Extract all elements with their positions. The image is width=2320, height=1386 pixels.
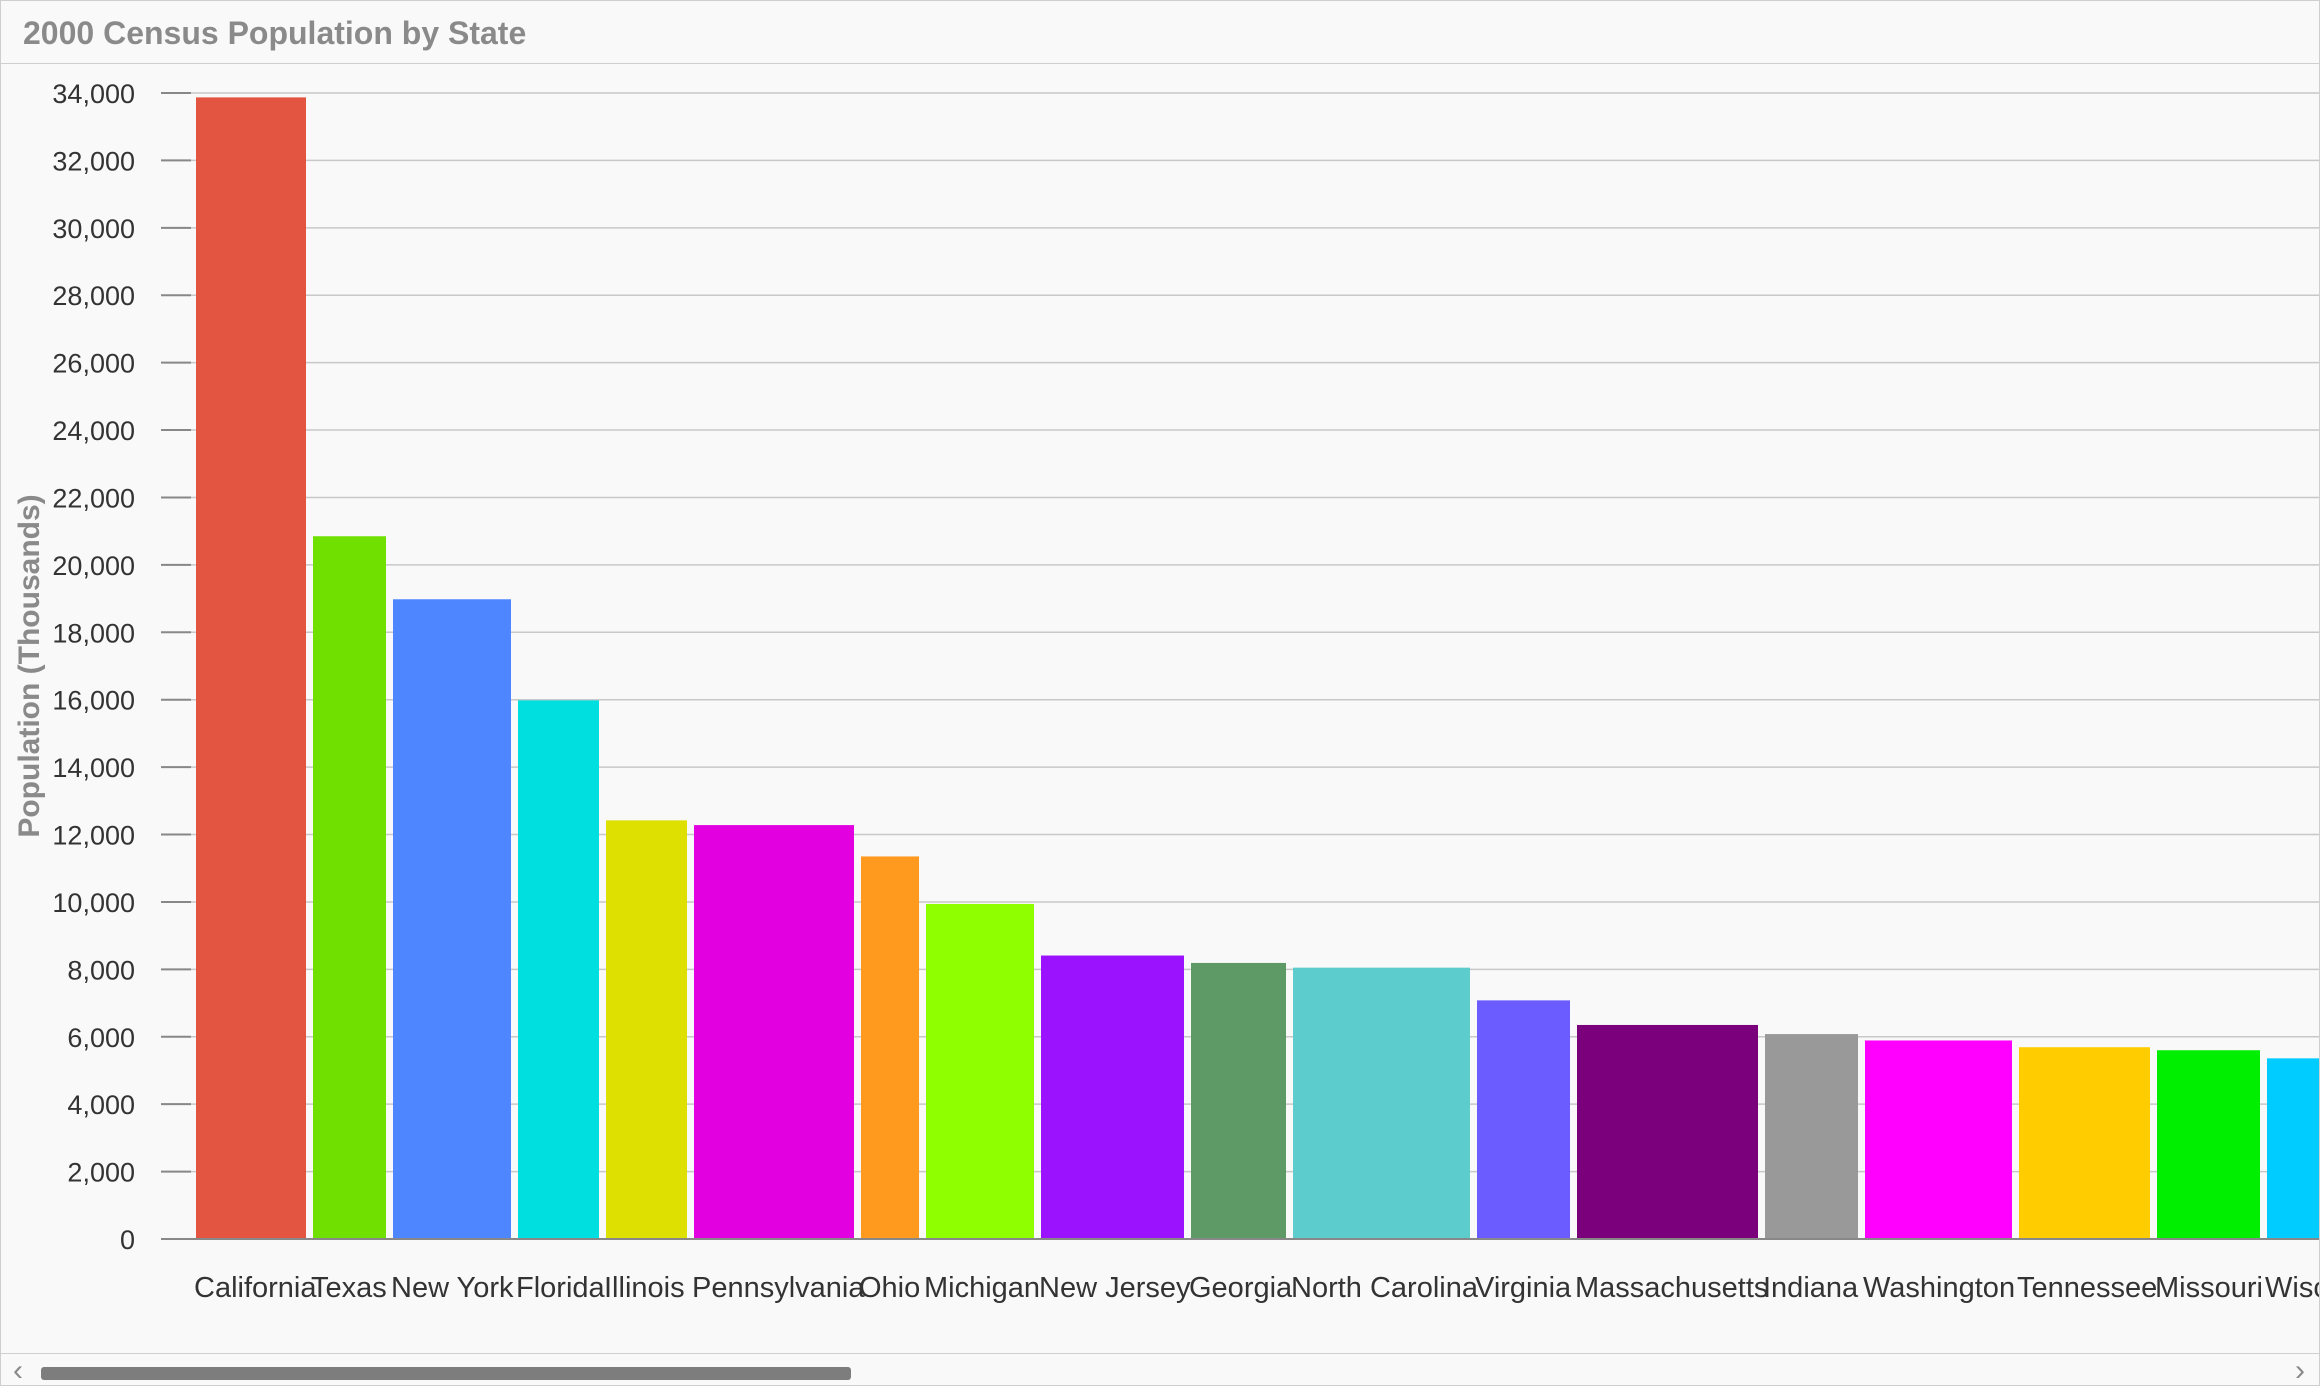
y-tick-label: 6,000 [67,1023,135,1053]
chart-title: 2000 Census Population by State [23,15,527,51]
bar-virginia [1477,1000,1570,1239]
x-tick-label: North Carolina [1291,1272,1479,1304]
x-tick-label: Michigan [924,1272,1040,1304]
y-tick-label: 12,000 [52,821,135,851]
bar-ohio [861,856,919,1239]
y-axis-title: Population (Thousands) [13,494,46,837]
bar-new-jersey [1041,955,1184,1239]
y-tick-label: 32,000 [52,146,135,176]
bar-wisc [2267,1058,2319,1239]
scroll-right-arrow-icon[interactable]: › [2295,1354,2305,1386]
x-tick-label: Illinois [604,1272,685,1304]
bar-illinois [606,820,687,1239]
y-tick-label: 8,000 [67,955,135,985]
x-tick-label: Ohio [859,1272,920,1304]
x-tick-label: Indiana [1763,1272,1859,1304]
x-tick-label: Georgia [1189,1272,1293,1304]
bar-california [196,97,306,1240]
y-tick-label: 34,000 [52,79,135,109]
bar-massachusetts [1577,1024,1758,1239]
bar-missouri [2157,1050,2260,1239]
x-tick-label: Texas [311,1272,387,1304]
scrollbar-thumb[interactable] [41,1367,851,1380]
y-tick-label: 0 [120,1225,135,1255]
x-tick-label: Florida [516,1272,606,1304]
bar-florida [518,700,599,1239]
bar-indiana [1765,1034,1858,1239]
bar-new-york [393,599,511,1239]
y-tick-label: 18,000 [52,618,135,648]
x-tick-label: Washington [1863,1272,2015,1304]
scroll-left-arrow-icon[interactable]: ‹ [13,1354,23,1386]
y-tick-label: 14,000 [52,753,135,783]
x-tick-label: New Jersey [1039,1272,1191,1304]
x-tick-label: Tennessee [2017,1272,2157,1304]
bar-washington [1865,1040,2012,1239]
y-tick-label: 4,000 [67,1090,135,1120]
chart-header: 2000 Census Population by State [1,1,2319,64]
horizontal-scrollbar[interactable]: ‹ › [1,1353,2319,1386]
x-tick-label: Wisc [2265,1272,2319,1304]
bar-texas [313,536,386,1239]
bar-north-carolina [1293,967,1470,1239]
x-tick-label: Massachusetts [1575,1272,1768,1304]
y-tick-label: 2,000 [67,1158,135,1188]
y-tick-label: 10,000 [52,888,135,918]
bar-chart: 0 2,000 4,000 6,000 8,000 10,000 12,000 14,000 1… [13,79,2319,1304]
x-tick-label: Missouri [2155,1272,2263,1304]
y-tick-label: 28,000 [52,281,135,311]
x-tick-label: Virginia [1475,1272,1572,1304]
y-tick-label: 26,000 [52,349,135,379]
y-tick-label: 20,000 [52,551,135,581]
x-tick-label: California [194,1272,317,1304]
x-tick-label: Pennsylvania [692,1272,865,1304]
x-tick-label: New York [391,1272,514,1304]
y-tick-label: 16,000 [52,686,135,716]
bar-georgia [1191,962,1286,1239]
bar-tennessee [2019,1047,2150,1239]
bar-pennsylvania [694,825,854,1239]
y-tick-label: 24,000 [52,416,135,446]
y-tick-label: 30,000 [52,214,135,244]
y-tick-label: 22,000 [52,483,135,513]
bar-michigan [926,903,1034,1239]
